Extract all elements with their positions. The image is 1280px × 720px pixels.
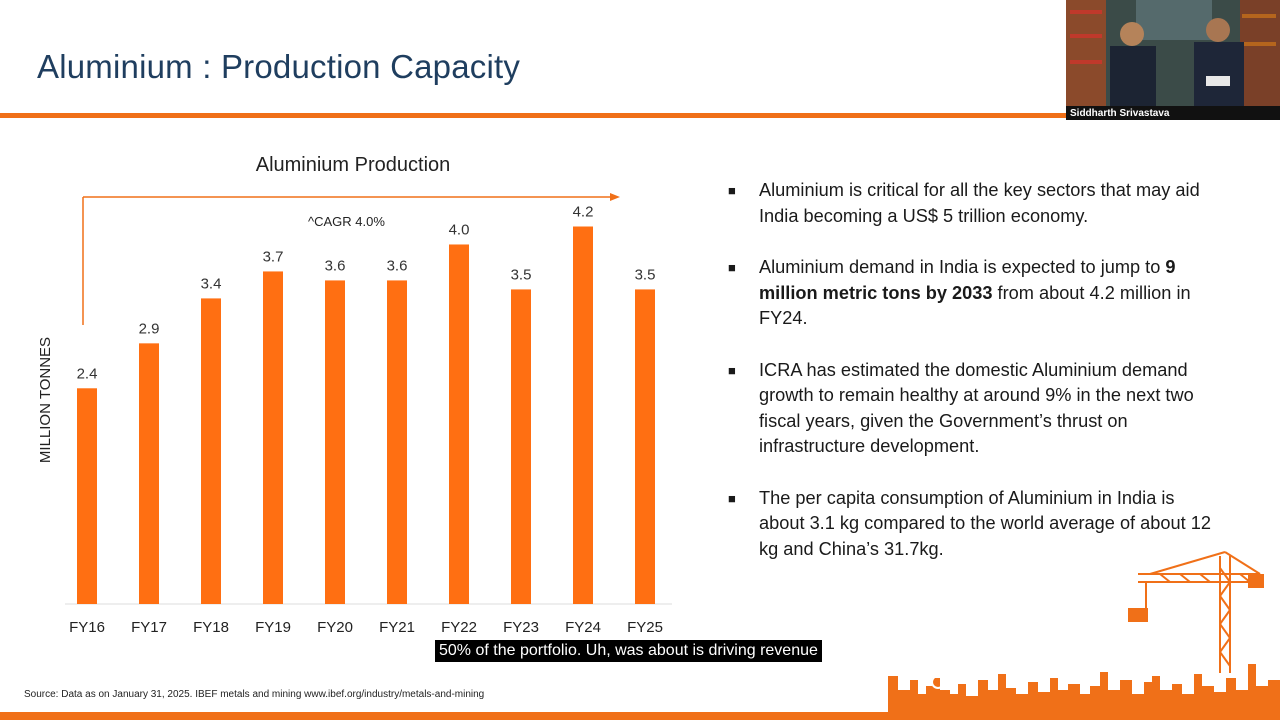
value-label: 4.0 (449, 221, 470, 238)
live-caption: 50% of the portfolio. Uh, was about is d… (435, 640, 822, 662)
speaker-name-bar (1066, 106, 1280, 120)
value-label: 3.6 (387, 257, 408, 274)
value-label: 3.6 (325, 257, 346, 274)
title-underline (0, 113, 1280, 118)
bullet-bold-text: 9 million metric tons by 2033 (759, 257, 1176, 303)
value-label: 2.4 (77, 365, 98, 382)
bar-fy25 (635, 289, 655, 604)
bar-fy18 (201, 298, 221, 604)
x-tick-label: FY21 (379, 619, 415, 636)
bar-fy20 (325, 280, 345, 604)
bar-fy21 (387, 280, 407, 604)
video-feed: Siddharth Srivastava (1066, 0, 1280, 120)
crane-illustration (1128, 551, 1264, 673)
value-label: 3.7 (263, 248, 284, 265)
footer-bar (0, 712, 1280, 720)
bar-fy16 (77, 388, 97, 604)
x-tick-label: FY23 (503, 619, 539, 636)
city-skyline-illustration (888, 664, 1280, 712)
bullet-item: ■ ICRA has estimated the domestic Alumin… (728, 358, 1218, 460)
x-tick-label: FY24 (565, 619, 601, 636)
bullet-marker: ■ (728, 260, 736, 275)
cagr-arrow-head (610, 193, 620, 201)
bar-fy17 (139, 343, 159, 604)
chart-title: Aluminium Production (255, 154, 451, 176)
value-label: 3.5 (635, 266, 656, 283)
bullet-item: ■ The per capita consumption of Aluminiu… (728, 486, 1218, 563)
video-scene (1066, 0, 1280, 120)
speaker-name: Siddharth Srivastava (1070, 108, 1170, 119)
bullet-text: from about 4.2 million in FY24. (759, 282, 1191, 329)
x-tick-label: FY19 (255, 619, 291, 636)
x-tick-label: FY25 (627, 619, 663, 636)
x-tick-label: FY18 (193, 619, 229, 636)
bullet-text: Aluminium is critical for all the key se… (759, 180, 1200, 226)
production-bar-chart: ^CAGR 4.0% MILLION TONNES 2.4 FY16 2.9 FY17… (37, 193, 672, 637)
bar-fy24 (573, 226, 593, 604)
x-tick-label: FY22 (441, 619, 477, 636)
bullet-item: ■ Aluminium is critical for all the key … (728, 178, 1218, 229)
bullet-marker: ■ (728, 183, 736, 198)
bullet-marker: ■ (728, 490, 736, 506)
bars-group: 2.4 FY16 2.9 FY17 3.4 FY18 3.7 FY19 3.6 FY20 3.6 FY… (69, 204, 663, 637)
y-axis-label: MILLION TONNES (37, 337, 54, 463)
bullet-text: The per capita consumption of Aluminium … (759, 487, 1211, 559)
bullet-text: ICRA has estimated the domestic Aluminiu… (759, 359, 1194, 457)
bar-fy22 (449, 244, 469, 604)
source-note: Source: Data as on January 31, 2025. IBE… (24, 689, 485, 700)
bullet-item: ■ Aluminium demand in India is expected … (728, 255, 1218, 332)
slide-title: Aluminium : Production Capacity (37, 48, 521, 85)
bar-fy23 (511, 289, 531, 604)
value-label: 2.9 (139, 320, 160, 337)
x-tick-label: FY17 (131, 619, 167, 636)
cagr-annotation: ^CAGR 4.0% (308, 214, 385, 229)
bullet-marker: ■ (728, 362, 736, 378)
value-label: 3.5 (511, 266, 532, 283)
value-label: 3.4 (201, 275, 222, 292)
value-label: 4.2 (573, 204, 594, 221)
bar-fy19 (263, 271, 283, 604)
x-tick-label: FY20 (317, 619, 353, 636)
bullet-list: ■ Aluminium is critical for all the key … (728, 178, 1218, 588)
x-tick-label: FY16 (69, 619, 105, 636)
bullet-text: Aluminium demand in India is expected to… (759, 257, 1166, 277)
